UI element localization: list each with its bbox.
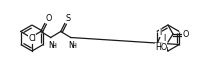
Text: N: N (68, 41, 74, 49)
Text: HO: HO (155, 43, 167, 52)
Text: I: I (163, 34, 165, 43)
Text: N: N (48, 41, 54, 49)
Text: H: H (72, 42, 77, 48)
Text: O: O (46, 14, 52, 22)
Text: O: O (182, 29, 188, 39)
Text: I: I (160, 27, 162, 37)
Text: S: S (66, 14, 71, 22)
Text: Cl: Cl (28, 34, 36, 43)
Text: H: H (52, 42, 57, 48)
